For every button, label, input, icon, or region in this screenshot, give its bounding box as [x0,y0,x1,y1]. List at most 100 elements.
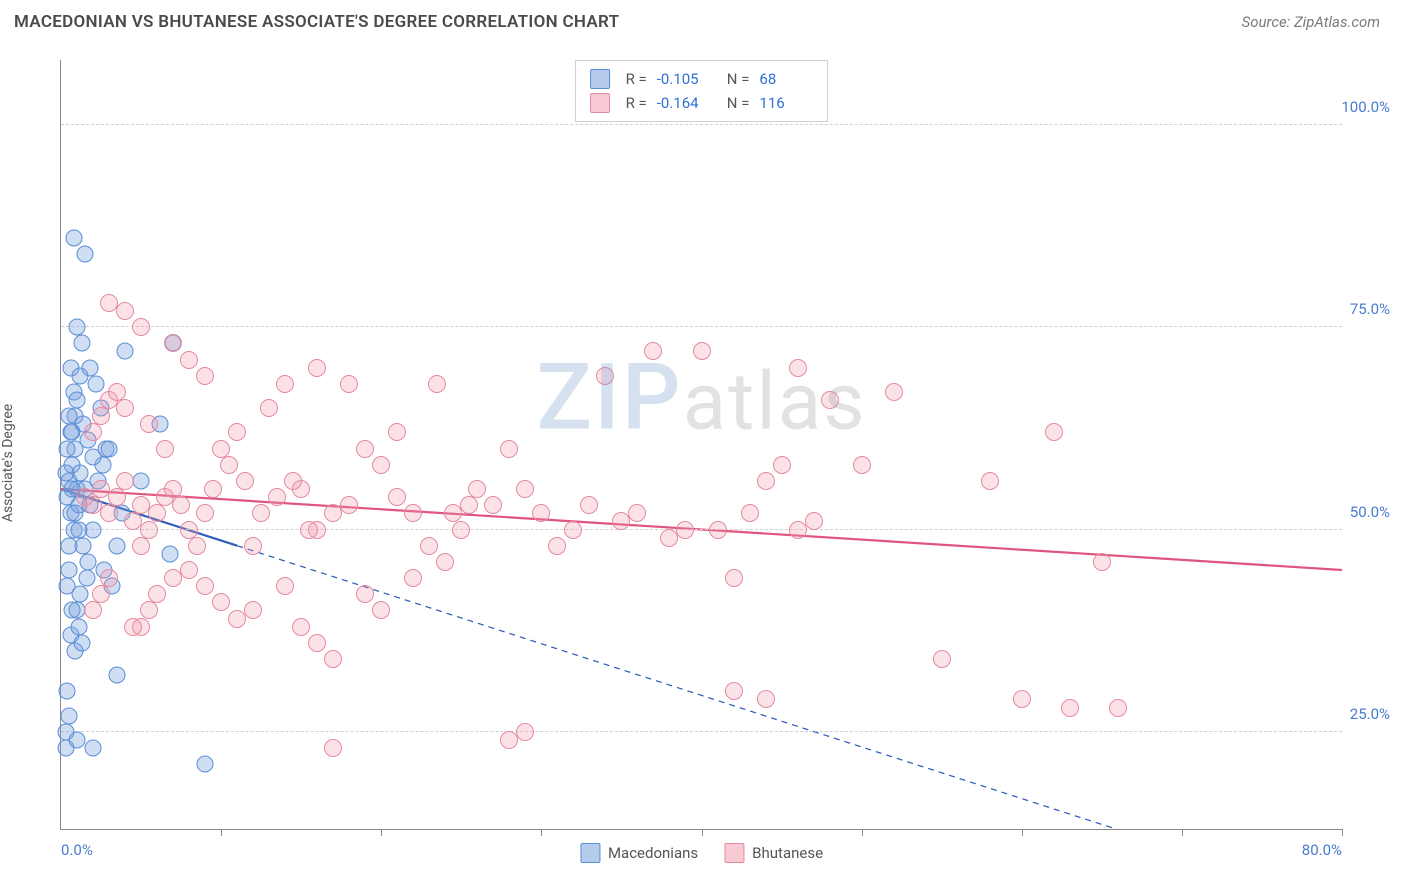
data-point [356,440,374,458]
data-point [580,496,598,514]
data-point [140,601,158,619]
x-axis-min-label: 0.0% [61,841,93,859]
data-point [64,602,81,619]
data-point [516,480,534,498]
watermark: ZIPatlas [536,345,866,452]
data-point [172,496,190,514]
data-point [78,570,95,587]
data-point [61,408,78,425]
data-point [212,593,230,611]
data-point [100,504,118,522]
x-axis-max-label: 80.0% [1302,841,1342,859]
data-point [356,585,374,603]
data-point [933,650,951,668]
data-point [324,739,342,757]
data-point [436,553,454,571]
data-point [100,569,118,587]
data-point [252,504,270,522]
x-tick [862,829,863,836]
data-point [116,302,134,320]
data-point [853,456,871,474]
data-point [57,464,74,481]
gridline [61,731,1342,732]
x-tick [381,829,382,836]
legend-item-bhutanese: Bhutanese [724,843,823,863]
data-point [117,343,134,360]
swatch-pink-icon [724,843,744,863]
x-tick [221,829,222,836]
swatch-pink-icon [590,93,610,113]
x-tick [1022,829,1023,836]
data-point [244,537,262,555]
data-point [420,537,438,555]
n-value-macedonians: 68 [759,70,813,88]
data-point [84,423,102,441]
data-point [324,650,342,668]
data-point [101,440,118,457]
r-value-bhutanese: -0.164 [657,94,711,112]
data-point [1045,423,1063,441]
data-point [140,521,158,539]
data-point [148,585,166,603]
data-point [596,367,614,385]
data-point [452,521,470,539]
data-point [109,537,126,554]
stats-row-macedonians: R = -0.105 N = 68 [590,67,814,91]
data-point [61,561,78,578]
data-point [789,359,807,377]
data-point [75,537,92,554]
swatch-blue-icon [590,69,610,89]
data-point [70,618,87,635]
data-point [85,448,102,465]
data-point [196,504,214,522]
data-point [108,488,126,506]
data-point [300,521,318,539]
data-point [805,512,823,530]
y-tick-label: 25.0% [1350,705,1390,723]
data-point [84,601,102,619]
data-point [516,723,534,741]
data-point [180,561,198,579]
data-point [100,294,118,312]
data-point [59,440,76,457]
trend-lines [61,60,1342,829]
gridline [61,326,1342,327]
y-tick-label: 50.0% [1350,503,1390,521]
data-point [77,246,94,263]
data-point [67,505,84,522]
data-point [276,577,294,595]
data-point [69,391,86,408]
data-point [61,707,78,724]
data-point [388,423,406,441]
data-point [460,496,478,514]
data-point [340,375,358,393]
data-point [468,480,486,498]
data-point [164,334,182,352]
x-tick [541,829,542,836]
data-point [564,521,582,539]
data-point [644,342,662,360]
data-point [1013,690,1031,708]
n-value-bhutanese: 116 [759,94,813,112]
data-point [1109,699,1127,717]
data-point [204,480,222,498]
data-point [197,756,214,773]
data-point [693,342,711,360]
data-point [156,440,174,458]
data-point [196,577,214,595]
x-tick [1342,829,1343,836]
data-point [148,504,166,522]
data-point [85,740,102,757]
data-point [70,521,87,538]
data-point [372,456,390,474]
data-point [628,504,646,522]
data-point [773,456,791,474]
plot-region: R = -0.105 N = 68 R = -0.164 N = 116 ZIP… [60,60,1342,830]
data-point [308,359,326,377]
series-legend: Macedonians Bhutanese [580,843,823,863]
data-point [59,578,76,595]
data-point [1061,699,1079,717]
gridline [61,529,1342,530]
data-point [69,319,86,336]
data-point [372,601,390,619]
